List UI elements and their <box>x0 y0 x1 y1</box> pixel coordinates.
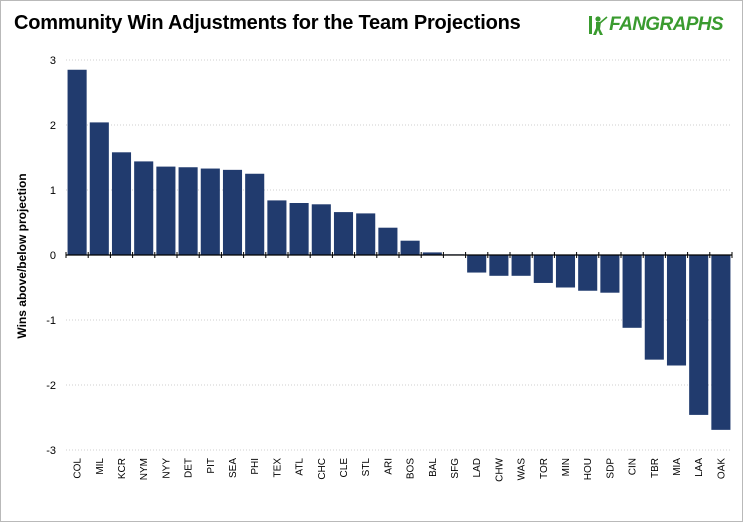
x-tick-label: STL <box>361 458 372 477</box>
y-axis: -3 -2 -1 0 1 2 3 <box>46 55 56 457</box>
x-tick-label: WAS <box>517 458 528 481</box>
x-tick-label: PHI <box>250 458 261 475</box>
bar-oak <box>711 255 731 430</box>
x-tick-label: CIN <box>628 458 639 475</box>
x-tick-label: CHW <box>494 457 505 481</box>
x-tick-label: CLE <box>339 458 350 478</box>
bar-chw <box>489 255 509 276</box>
batter-icon <box>589 16 608 35</box>
bar-lad <box>467 255 487 273</box>
bar-sea <box>222 169 243 255</box>
bar-phi <box>245 173 265 255</box>
x-tick-label: NYM <box>139 458 150 480</box>
x-tick-label: MIL <box>95 458 106 475</box>
bar-hou <box>578 255 598 291</box>
y-tick-label: 2 <box>50 120 56 132</box>
bar-bal <box>422 252 442 255</box>
x-tick-label: BAL <box>428 458 439 477</box>
x-tick-label: HOU <box>583 458 594 480</box>
x-tick-label: LAD <box>472 458 483 477</box>
y-tick-label: 3 <box>50 55 56 67</box>
x-tick-label: ATL <box>295 458 306 476</box>
bar-was <box>511 255 531 276</box>
zero-line <box>65 252 733 258</box>
y-tick-label: -3 <box>46 445 56 457</box>
x-tick-label: PIT <box>206 458 217 474</box>
bar-tbr <box>644 255 664 360</box>
bar-tor <box>533 255 553 283</box>
x-tick-label: OAK <box>716 458 727 479</box>
x-tick-label: CHC <box>317 458 328 480</box>
bar-atl <box>289 203 309 255</box>
x-axis: COL MIL KCR NYM NYY DET PIT SEA PHI TEX ATL CHC CLE S… <box>73 457 728 481</box>
x-tick-label: SDP <box>605 458 616 479</box>
bar-pit <box>200 168 220 255</box>
y-tick-label: 1 <box>50 185 56 197</box>
fangraphs-logo: FANGRAPHS <box>588 14 724 36</box>
bar-kcr <box>111 152 132 255</box>
x-tick-label: MIN <box>561 458 572 476</box>
bar-sdp <box>600 255 620 293</box>
x-tick-label: TOR <box>539 458 550 479</box>
chart-title: Community Win Adjustments for the Team P… <box>14 12 521 34</box>
bars <box>67 69 731 430</box>
y-tick-label: 0 <box>50 250 56 262</box>
x-tick-label: COL <box>73 458 84 479</box>
x-tick-label: SEA <box>228 458 239 478</box>
x-tick-label: MIA <box>672 458 683 476</box>
x-tick-label: TEX <box>272 458 283 478</box>
bar-nym <box>134 161 154 255</box>
bar-det <box>178 167 198 255</box>
x-tick-label: LAA <box>694 458 705 477</box>
bar-cin <box>622 255 642 328</box>
x-tick-label: SFG <box>450 458 461 479</box>
bar-min <box>555 255 576 288</box>
bar-laa <box>689 255 709 415</box>
brand-wordmark: FANGRAPHS <box>609 14 723 35</box>
gridlines <box>66 59 732 451</box>
x-tick-label: NYY <box>161 458 172 479</box>
x-tick-label: DET <box>184 458 195 478</box>
bar-nyy <box>156 166 176 255</box>
x-tick-label: BOS <box>406 458 417 479</box>
bar-tex <box>267 200 287 255</box>
y-tick-label: -1 <box>46 315 56 327</box>
bar-chc <box>311 204 331 255</box>
bar-ari <box>378 227 398 255</box>
bar-mia <box>666 255 687 366</box>
y-tick-label: -2 <box>46 380 56 392</box>
bar-mil <box>89 122 109 256</box>
bar-col <box>67 69 87 255</box>
x-tick-label: TBR <box>650 458 661 478</box>
bar-stl <box>356 213 376 255</box>
bar-cle <box>333 212 354 255</box>
x-tick-label: ARI <box>383 458 394 475</box>
bar-bos <box>400 240 420 255</box>
x-tick-label: KCR <box>117 458 128 479</box>
